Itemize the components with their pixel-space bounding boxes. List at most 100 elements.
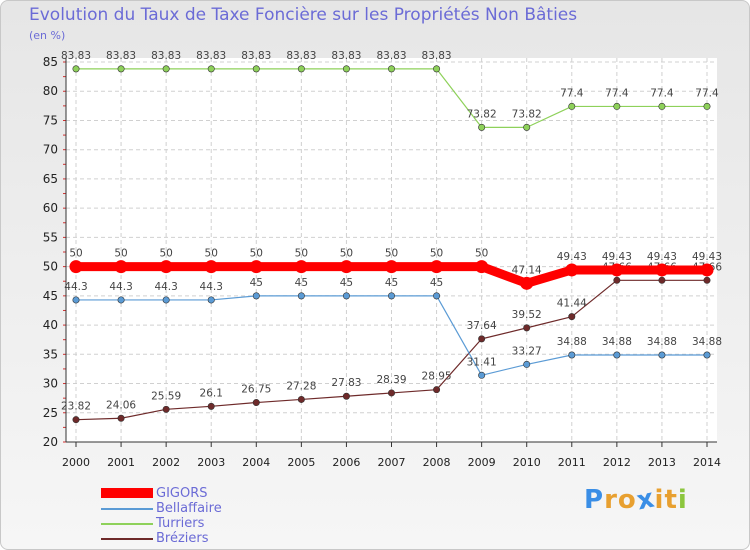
data-label-turriers: 83.83 (331, 50, 361, 62)
data-label-breziers: 28.95 (422, 371, 452, 383)
data-label-breziers: 39.52 (512, 309, 542, 321)
data-point-breziers (703, 276, 711, 284)
data-label-turriers: 83.83 (151, 50, 181, 62)
data-label-breziers: 27.28 (286, 380, 316, 392)
data-point-bellaffaire (297, 292, 305, 300)
data-label-bellaffaire: 45 (340, 277, 353, 289)
y-unit-label: (en %) (29, 29, 66, 42)
data-label-gigors: 47.14 (512, 264, 542, 276)
x-tick-label: 2013 (648, 456, 676, 469)
data-point-gigors (430, 260, 444, 274)
data-point-bellaffaire (523, 360, 531, 368)
data-label-breziers: 23.82 (61, 401, 91, 413)
data-label-bellaffaire: 34.88 (692, 336, 722, 348)
data-label-gigors: 50 (475, 248, 488, 260)
x-tick-label: 2007 (378, 456, 406, 469)
data-point-bellaffaire (703, 351, 711, 359)
data-point-bellaffaire (117, 296, 125, 304)
data-label-breziers: 24.06 (106, 399, 136, 411)
data-label-bellaffaire: 45 (295, 277, 308, 289)
legend-item-breziers: Bréziers (101, 531, 321, 547)
data-point-breziers (252, 399, 260, 407)
data-label-turriers: 77.4 (560, 87, 584, 99)
data-point-gigors (114, 260, 128, 274)
x-tick-label: 2008 (423, 456, 451, 469)
x-tick-label: 2004 (242, 456, 270, 469)
data-label-breziers: 27.83 (331, 377, 361, 389)
data-label-bellaffaire: 34.88 (602, 336, 632, 348)
data-point-turriers (478, 123, 486, 131)
x-tick-label: 2002 (152, 456, 180, 469)
y-tick-label: 80 (43, 84, 58, 98)
data-point-gigors (655, 263, 669, 277)
data-point-bellaffaire (207, 296, 215, 304)
data-label-gigors: 49.43 (602, 251, 632, 263)
data-point-turriers (613, 102, 621, 110)
y-tick-label: 75 (43, 113, 58, 127)
data-point-gigors (385, 260, 398, 274)
data-label-turriers: 83.83 (61, 50, 91, 62)
x-tick-label: 2009 (468, 456, 496, 469)
data-label-bellaffaire: 44.3 (154, 281, 177, 293)
x-tick-label: 2006 (332, 456, 360, 469)
data-point-turriers (162, 65, 170, 73)
legend-label-breziers: Bréziers (156, 531, 209, 546)
data-point-turriers (252, 65, 260, 73)
data-label-gigors: 50 (114, 248, 127, 260)
data-label-breziers: 26.1 (200, 387, 223, 399)
y-tick-label: 35 (43, 347, 58, 361)
data-point-gigors (700, 263, 714, 277)
legend-item-bellaffaire: Bellaffaire (101, 501, 321, 517)
data-point-breziers (207, 402, 215, 410)
x-tick-label: 2000 (62, 456, 90, 469)
data-label-turriers: 77.4 (650, 87, 674, 99)
logo-letter: i (677, 485, 688, 515)
data-point-bellaffaire (658, 351, 666, 359)
data-point-breziers (297, 395, 305, 403)
data-label-breziers: 25.59 (151, 390, 181, 402)
data-point-bellaffaire (568, 351, 576, 359)
data-point-gigors (249, 260, 263, 274)
data-point-turriers (703, 102, 711, 110)
legend: GIGORS Bellaffaire Turriers Bréziers (101, 486, 321, 547)
y-tick-label: 70 (43, 143, 58, 157)
legend-label-bellaffaire: Bellaffaire (156, 501, 222, 516)
data-label-gigors: 49.43 (647, 251, 677, 263)
data-label-gigors: 50 (340, 248, 353, 260)
y-tick-label: 30 (43, 377, 58, 391)
data-point-gigors (520, 276, 534, 290)
data-label-turriers: 77.4 (605, 87, 629, 99)
data-point-breziers (658, 276, 666, 284)
data-label-turriers: 83.83 (376, 50, 406, 62)
data-point-breziers (613, 276, 621, 284)
data-point-gigors (69, 260, 83, 274)
data-label-turriers: 83.83 (241, 50, 271, 62)
data-label-turriers: 73.82 (467, 108, 497, 120)
data-label-gigors: 50 (430, 248, 443, 260)
y-tick-label: 60 (43, 201, 58, 215)
logo-letter: o (617, 485, 637, 515)
data-point-turriers (297, 65, 305, 73)
data-point-gigors (339, 260, 353, 274)
x-tick-label: 2001 (107, 456, 135, 469)
data-label-bellaffaire: 34.88 (557, 336, 587, 348)
data-label-breziers: 26.75 (241, 384, 271, 396)
legend-swatch-gigors (101, 488, 153, 498)
y-tick-label: 45 (43, 289, 58, 303)
data-label-breziers: 37.64 (467, 320, 497, 332)
data-point-gigors (294, 260, 308, 274)
data-label-turriers: 83.83 (422, 50, 452, 62)
legend-swatch-bellaffaire (101, 508, 153, 510)
data-point-bellaffaire (478, 371, 486, 379)
legend-swatch-breziers (101, 538, 153, 540)
data-label-gigors: 49.43 (557, 251, 587, 263)
data-label-turriers: 77.4 (695, 87, 719, 99)
data-point-gigors (159, 260, 173, 274)
data-label-bellaffaire: 33.27 (512, 345, 542, 357)
data-point-turriers (387, 65, 395, 73)
data-label-bellaffaire: 45 (430, 277, 443, 289)
data-point-breziers (387, 389, 395, 397)
data-point-bellaffaire (162, 296, 170, 304)
data-point-bellaffaire (252, 292, 260, 300)
data-point-gigors (565, 263, 579, 277)
